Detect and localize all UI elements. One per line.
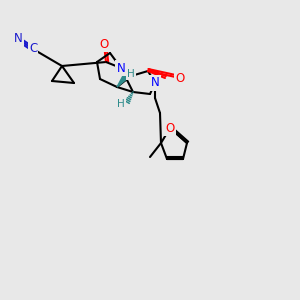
Text: O: O <box>165 122 175 134</box>
Text: O: O <box>176 71 184 85</box>
Text: H: H <box>127 69 135 79</box>
Polygon shape <box>117 74 128 87</box>
Text: H: H <box>117 99 125 109</box>
Text: O: O <box>99 38 109 50</box>
Text: N: N <box>14 32 22 46</box>
Text: N: N <box>151 76 159 89</box>
Text: C: C <box>29 43 37 56</box>
Text: N: N <box>117 61 125 74</box>
